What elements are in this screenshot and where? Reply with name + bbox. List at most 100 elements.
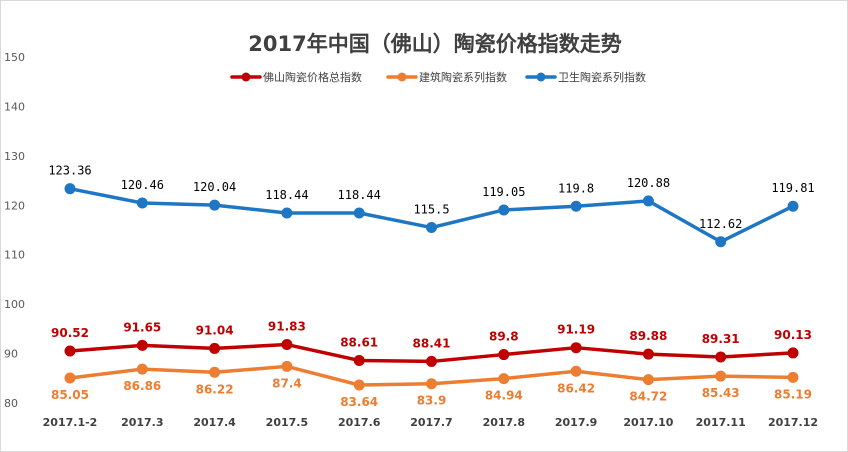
legend-label: 卫生陶瓷系列指数 [558,70,646,84]
x-tick-label: 2017.12 [768,416,818,429]
data-point [570,342,582,354]
data-label: 119.8 [558,181,594,195]
x-tick-label: 2017.11 [696,416,746,429]
data-label: 89.31 [702,332,740,346]
x-tick-label: 2017.3 [121,416,163,429]
series-group: 85.05 86.86 86.22 87.4 83.64 83.9 84.94 86.42 84… [51,360,812,409]
data-point [426,222,437,234]
data-point [353,207,365,219]
data-point [281,339,293,351]
series-layer: 90.52 91.65 91.04 91.83 88.61 88.41 89.8 91.19 8… [48,164,814,409]
data-label: 90.52 [51,326,89,340]
data-label: 91.04 [196,323,234,337]
data-label: 87.4 [272,376,302,390]
data-point [209,199,221,211]
x-tick-label: 2017.9 [555,416,597,429]
y-tick-label: 80 [4,397,18,410]
data-point [136,339,148,351]
data-point [570,365,582,377]
data-point [426,378,437,390]
y-tick-label: 150 [4,51,25,64]
x-tick-label: 2017.7 [410,416,452,429]
legend-label: 建筑陶瓷系列指数 [419,70,507,84]
data-label: 120.46 [121,178,164,192]
x-tick-label: 2017.6 [338,416,381,429]
data-point [64,345,76,357]
data-label: 89.8 [489,330,519,344]
data-label: 119.81 [771,181,814,195]
data-point [136,197,148,209]
data-label: 89.88 [629,329,667,343]
legend-item: 建筑陶瓷系列指数 [386,70,507,84]
data-point [64,183,76,195]
data-label: 119.05 [482,185,525,199]
data-point [281,360,293,372]
y-tick-label: 110 [4,249,25,262]
data-label: 91.83 [268,320,306,334]
legend-item: 卫生陶瓷系列指数 [525,70,646,84]
y-axis: 80 90 100 110 120 130 140 150 [4,51,25,410]
legend: 佛山陶瓷价格总指数 建筑陶瓷系列指数 卫生陶瓷系列指数 [230,70,646,84]
data-point [715,236,727,248]
data-point [353,354,365,366]
y-tick-label: 100 [4,298,25,311]
x-tick-label: 2017.10 [623,416,673,429]
y-tick-label: 130 [4,150,25,163]
data-label: 112.62 [699,217,742,231]
x-axis: 2017.1-2 2017.3 2017.4 2017.5 2017.6 2017.7 20… [43,416,818,429]
legend-label: 佛山陶瓷价格总指数 [263,70,362,84]
data-point [715,370,727,382]
data-label: 84.72 [629,390,667,404]
data-label: 91.19 [557,323,595,337]
data-point [787,200,799,212]
data-point [715,351,727,363]
data-label: 83.9 [417,394,447,408]
data-label: 91.65 [123,320,161,334]
data-point [787,347,799,359]
data-label: 86.42 [557,381,595,395]
data-point [136,363,148,375]
data-point [498,204,510,216]
data-label: 85.05 [51,388,89,402]
data-point [642,195,654,207]
y-tick-label: 140 [4,100,25,113]
data-label: 88.41 [413,336,451,350]
data-point [64,372,76,384]
legend-marker [241,72,251,82]
data-label: 118.44 [265,188,308,202]
data-label: 90.13 [774,328,812,342]
data-label: 86.86 [123,379,161,393]
x-tick-label: 2017.1-2 [43,416,98,429]
data-label: 120.88 [627,176,670,190]
data-point [498,349,510,361]
data-point [642,348,654,360]
data-point [498,373,510,385]
data-label: 115.5 [413,203,449,217]
data-point [209,366,221,378]
data-point [426,355,437,367]
x-tick-label: 2017.5 [266,416,308,429]
y-tick-label: 120 [4,199,25,212]
legend-item: 佛山陶瓷价格总指数 [230,70,362,84]
data-point [642,374,654,386]
y-tick-label: 90 [4,348,18,361]
data-label: 85.43 [702,386,740,400]
data-label: 120.04 [193,180,236,194]
x-tick-label: 2017.8 [483,416,525,429]
x-tick-label: 2017.4 [193,416,236,429]
data-label: 123.36 [48,164,91,178]
data-point [209,342,221,354]
data-point [570,200,582,212]
legend-marker [397,72,407,82]
data-label: 88.61 [340,335,378,349]
data-label: 86.22 [196,382,234,396]
data-label: 85.19 [774,387,812,401]
legend-marker [536,72,546,82]
data-point [353,379,365,391]
series-group: 123.36 120.46 120.04 118.44 118.44 115.5 119.0… [48,164,815,248]
data-point [281,207,293,219]
data-label: 83.64 [340,395,378,409]
data-label: 84.94 [485,389,523,403]
